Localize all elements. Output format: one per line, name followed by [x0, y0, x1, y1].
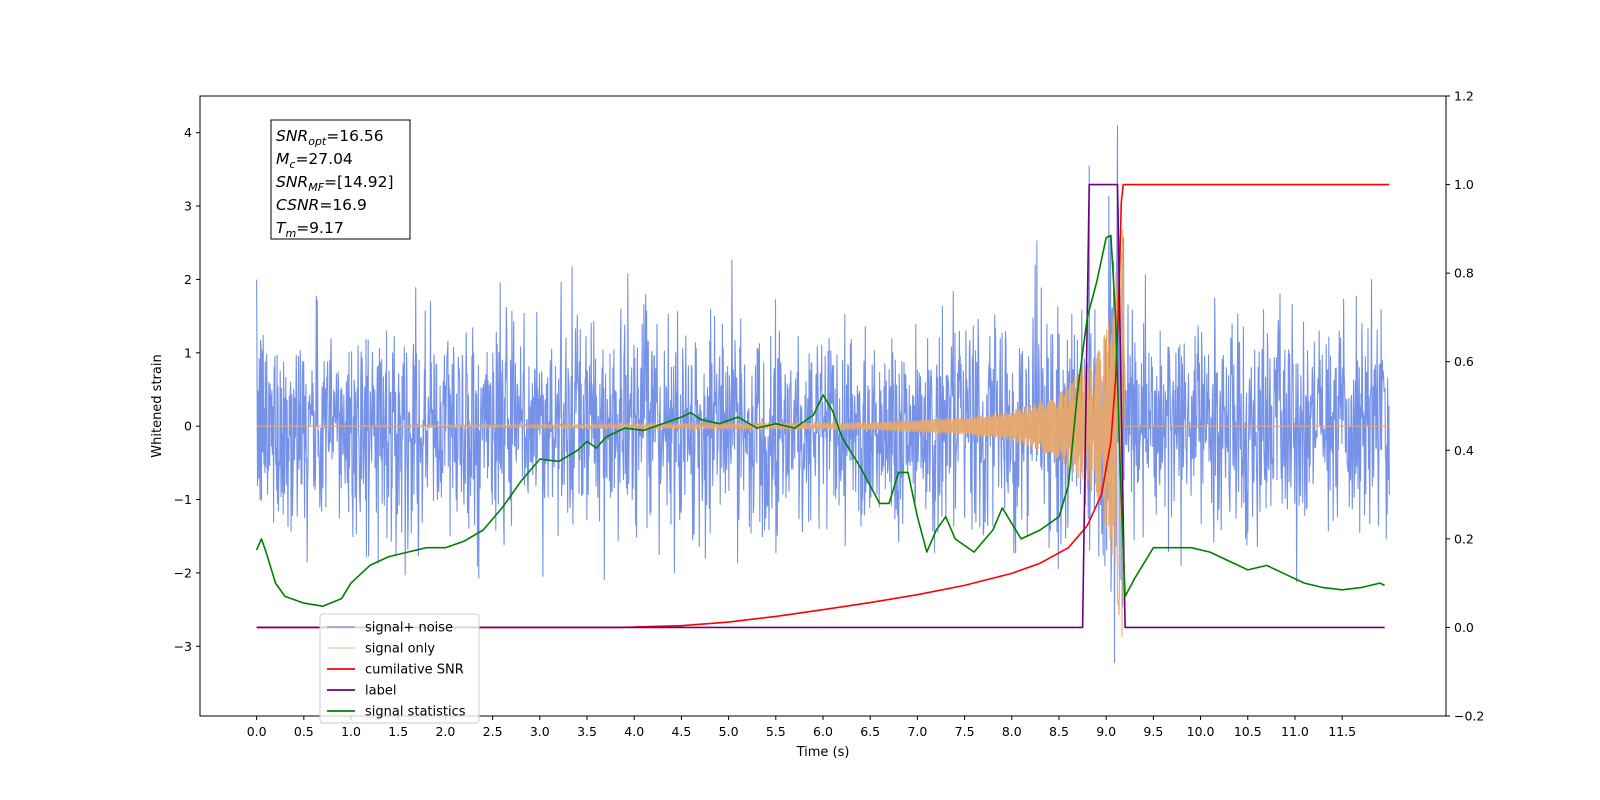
series-layer: [255, 125, 1390, 664]
annotation-value: =16.56: [326, 127, 383, 145]
series-signal-statistics: [255, 234, 1385, 607]
series-signal-only: [256, 229, 1390, 637]
x-tick-label: 5.5: [766, 724, 786, 739]
x-tick-label: 8.0: [1002, 724, 1022, 739]
legend-entry: label: [365, 684, 396, 699]
x-tick-label: 7.5: [955, 724, 975, 739]
annotation-symbol: SNR: [276, 173, 308, 191]
y-tick-label: −1: [174, 492, 192, 507]
y-tick-label: 0: [184, 419, 192, 434]
y2-tick-label: 0.6: [1454, 354, 1474, 369]
axes-layer: 0.0 0.5 1.0 1.5 2.0 2.5 3.0 3.5 4.0 4.5 5.0 5.5 6.0 6…: [174, 89, 1485, 740]
legend-entry: cumilative SNR: [365, 663, 464, 678]
legend-entry: signal+ noise: [365, 621, 453, 636]
x-tick-label: 7.0: [907, 724, 927, 739]
annotation-symbol: T: [276, 219, 287, 237]
annotation-line: Tm=9.17: [276, 219, 344, 240]
annotation-box: SNRopt=16.56Mc=27.04SNRMF=[14.92]CSNR=16…: [270, 119, 411, 240]
annotation-subscript: m: [285, 227, 296, 240]
y2-tick-label: 1.0: [1454, 177, 1474, 192]
series-label: [256, 183, 1385, 629]
annotation-subscript: MF: [308, 181, 324, 194]
x-tick-label: 6.0: [813, 724, 833, 739]
x-tick-label: 9.5: [1143, 724, 1163, 739]
annotation-line: SNRMF=[14.92]: [276, 173, 394, 194]
annotation-line: CSNR=16.9: [276, 196, 367, 214]
y-tick-label: 2: [184, 272, 192, 287]
y-tick-label: 4: [184, 125, 192, 140]
x-tick-label: 4.0: [624, 724, 644, 739]
x-tick-label: 3.0: [530, 724, 550, 739]
annotation-frame: [270, 119, 411, 240]
legend-entry: signal statistics: [365, 705, 466, 720]
y2-tick-label: 0.2: [1454, 531, 1474, 546]
series-cumulative-snr: [256, 183, 1390, 629]
y-tick-label: −2: [174, 565, 192, 580]
y2-tick-label: 0.0: [1454, 620, 1474, 635]
annotation-symbol: CSNR: [276, 196, 319, 214]
annotation-symbol: M: [276, 150, 289, 168]
y-tick-label: −3: [174, 639, 192, 654]
annotation-symbol: SNR: [276, 127, 308, 145]
x-tick-label: 9.0: [1096, 724, 1116, 739]
x-tick-label: 10.5: [1234, 724, 1262, 739]
x-tick-label: 1.0: [341, 724, 361, 739]
legend-entry: signal only: [365, 642, 435, 657]
x-tick-label: 10.0: [1187, 724, 1215, 739]
x-tick-label: 11.5: [1328, 724, 1356, 739]
x-tick-label: 4.5: [671, 724, 691, 739]
series-signal-noise: [256, 125, 1390, 664]
y2-tick-label: 0.8: [1454, 266, 1474, 281]
y2-tick-label: 0.4: [1454, 443, 1474, 458]
annotation-subscript: opt: [308, 135, 327, 148]
x-tick-label: 8.5: [1049, 724, 1069, 739]
y2-tick-label: −0.2: [1454, 709, 1484, 724]
x-tick-label: 0.5: [294, 724, 314, 739]
y-tick-label: 1: [184, 345, 192, 360]
x-tick-label: 6.5: [860, 724, 880, 739]
x-tick-label: 1.5: [388, 724, 408, 739]
x-tick-label: 2.5: [483, 724, 503, 739]
y-axis-label: Whitened strain: [150, 354, 165, 457]
x-axis-label: Time (s): [796, 745, 850, 760]
x-tick-label: 11.0: [1281, 724, 1309, 739]
annotation-value: =16.9: [319, 196, 367, 214]
annotation-value: =[14.92]: [324, 173, 393, 191]
annotation-value: =27.04: [295, 150, 352, 168]
x-tick-label: 2.0: [435, 724, 455, 739]
x-tick-label: 0.0: [247, 724, 267, 739]
y-tick-label: 3: [184, 199, 192, 214]
legend: signal+ noise signal only cumilative SNR la…: [319, 613, 480, 724]
annotation-line: Mc=27.04: [276, 150, 353, 171]
annotation-value: =9.17: [296, 219, 344, 237]
legend-frame: [319, 613, 480, 724]
x-tick-label: 5.0: [719, 724, 739, 739]
x-tick-label: 3.5: [577, 724, 597, 739]
annotation-line: SNRopt=16.56: [276, 127, 384, 148]
y2-tick-label: 1.2: [1454, 89, 1474, 104]
annotation-subscript: c: [289, 158, 295, 171]
